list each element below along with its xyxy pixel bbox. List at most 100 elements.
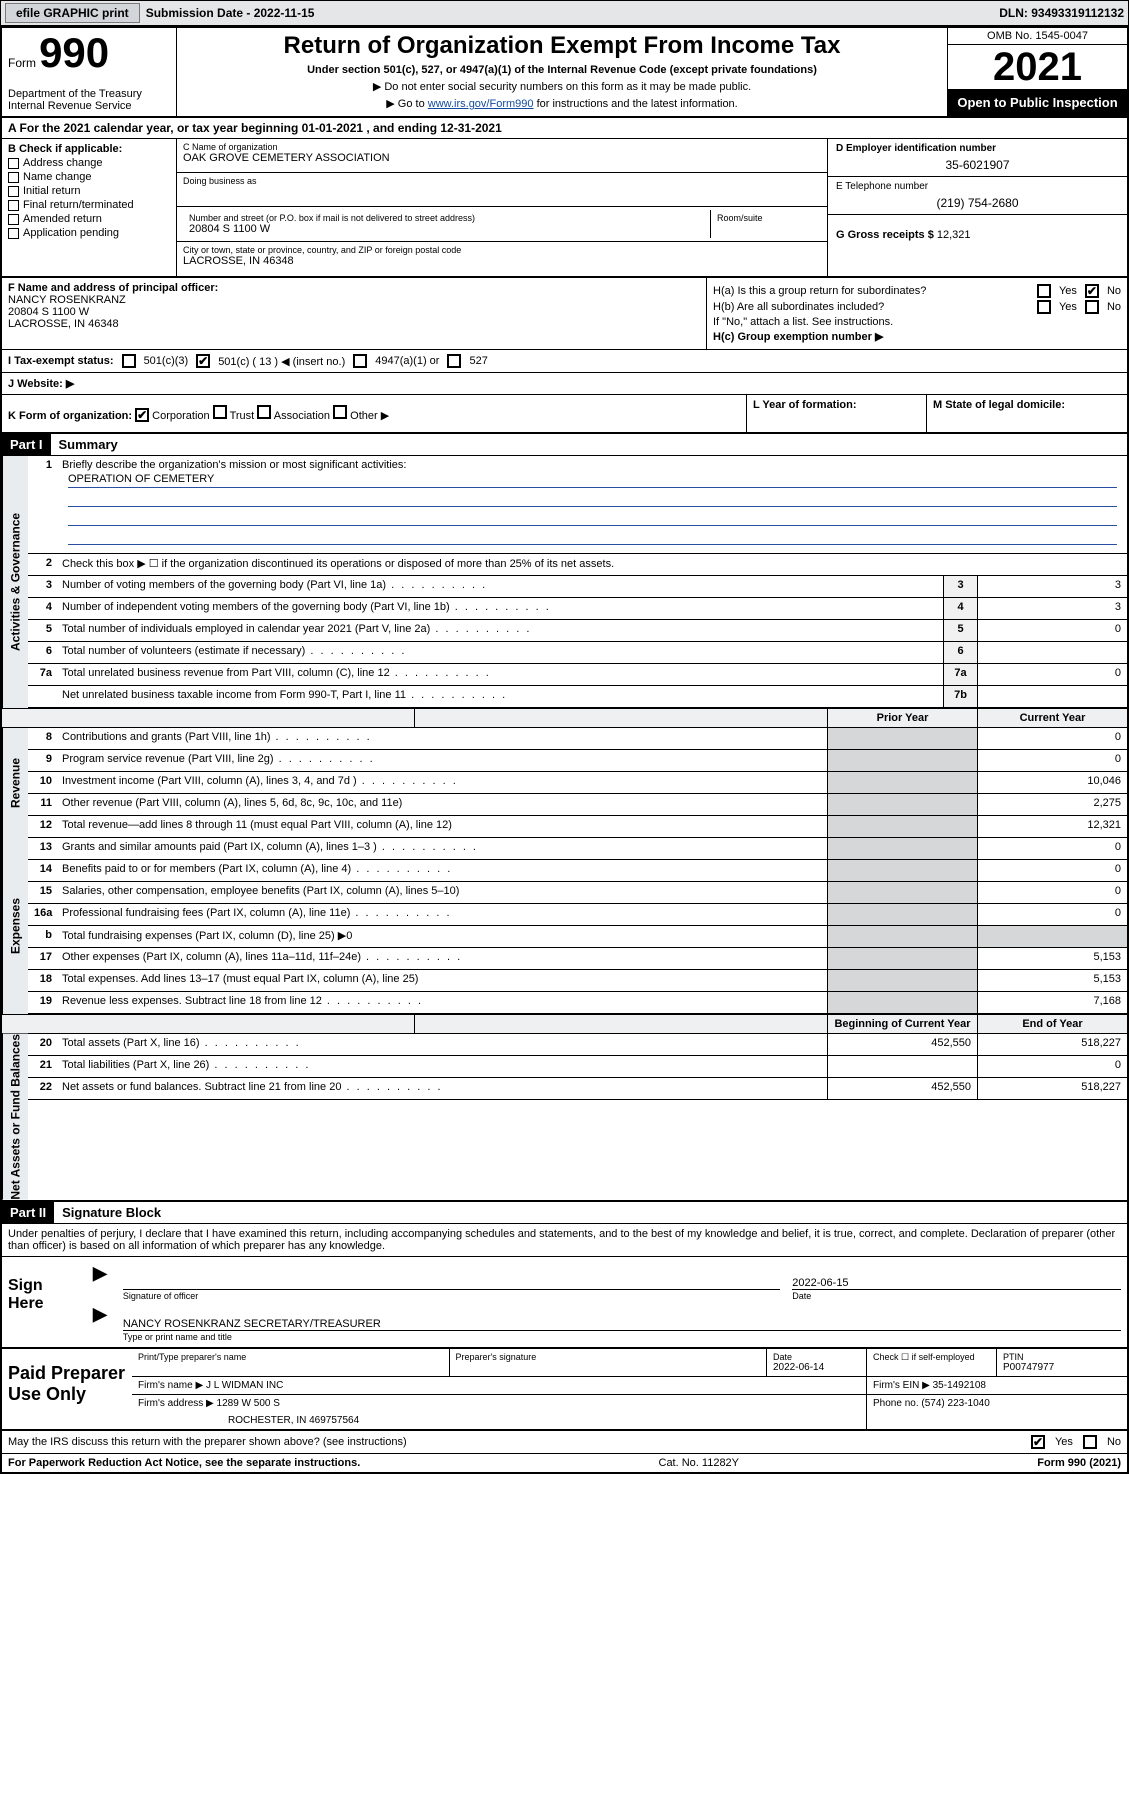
mission-text: OPERATION OF CEMETERY: [68, 473, 1117, 488]
cv9: 0: [977, 750, 1127, 771]
side-label-net-assets: Net Assets or Fund Balances: [2, 1034, 28, 1200]
chk-4947[interactable]: [353, 354, 367, 368]
row-k-l-m: K Form of organization: ✔ Corporation Tr…: [2, 395, 1127, 434]
firm-addr2: ROCHESTER, IN 469757564: [138, 1409, 860, 1426]
q12: Total revenue—add lines 8 through 11 (mu…: [58, 816, 827, 837]
q20: Total assets (Part X, line 16): [58, 1034, 827, 1055]
chk-trust[interactable]: [213, 405, 227, 419]
discuss-text: May the IRS discuss this return with the…: [8, 1436, 407, 1448]
officer-addr1: 20804 S 1100 W: [8, 306, 700, 318]
v6: [977, 642, 1127, 663]
hb-label: H(b) Are all subordinates included?: [713, 301, 884, 313]
checkbox-address-change[interactable]: [8, 158, 19, 169]
q7a-text: Total unrelated business revenue from Pa…: [58, 664, 943, 685]
hb-no-checkbox[interactable]: [1085, 300, 1099, 314]
checkbox-app-pending[interactable]: [8, 228, 19, 239]
pv20: 452,550: [827, 1034, 977, 1055]
chk-501c[interactable]: ✔: [196, 354, 210, 368]
preparer-name-label: Print/Type preparer's name: [138, 1352, 443, 1362]
form-subtitle: Under section 501(c), 527, or 4947(a)(1)…: [185, 64, 939, 76]
entity-block: B Check if applicable: Address change Na…: [2, 139, 1127, 278]
q11: Other revenue (Part VIII, column (A), li…: [58, 794, 827, 815]
q3-text: Number of voting members of the governin…: [58, 576, 943, 597]
col-beginning: Beginning of Current Year: [827, 1015, 977, 1033]
checkbox-name-change[interactable]: [8, 172, 19, 183]
type-name-caption: Type or print name and title: [123, 1332, 232, 1342]
officer-name: NANCY ROSENKRANZ: [8, 294, 700, 306]
preparer-sig-label: Preparer's signature: [456, 1352, 761, 1362]
irs-link[interactable]: www.irs.gov/Form990: [428, 98, 534, 110]
chk-501c3[interactable]: [122, 354, 136, 368]
chk-other[interactable]: [333, 405, 347, 419]
cv10: 10,046: [977, 772, 1127, 793]
sig-date-value: 2022-06-15: [792, 1277, 848, 1289]
ptin-label: PTIN: [1003, 1352, 1121, 1362]
lbl-trust: Trust: [230, 410, 255, 422]
sig-date-caption: Date: [792, 1291, 811, 1301]
lbl-final-return: Final return/terminated: [23, 199, 134, 211]
q10: Investment income (Part VIII, column (A)…: [58, 772, 827, 793]
discuss-yes-checkbox[interactable]: ✔: [1031, 1435, 1045, 1449]
lbl-corp: Corporation: [152, 410, 209, 422]
row-a-text: A For the 2021 calendar year, or tax yea…: [8, 121, 502, 135]
q9: Program service revenue (Part VIII, line…: [58, 750, 827, 771]
form-note-link: ▶ Go to www.irs.gov/Form990 for instruct…: [185, 97, 939, 110]
firm-addr-label: Firm's address ▶: [138, 1398, 214, 1409]
v7b: [977, 686, 1127, 707]
lbl-other: Other ▶: [350, 410, 389, 422]
form-title-block: Return of Organization Exempt From Incom…: [177, 28, 947, 116]
lbl-527: 527: [469, 355, 487, 367]
ha-no-checkbox[interactable]: ✔: [1085, 284, 1099, 298]
row-j-website: J Website: ▶: [2, 373, 1127, 395]
street-value: 20804 S 1100 W: [189, 223, 704, 235]
firm-ein: 35-1492108: [933, 1380, 986, 1391]
ha-yes-checkbox[interactable]: [1037, 284, 1051, 298]
cv15: 0: [977, 882, 1127, 903]
chk-association[interactable]: [257, 405, 271, 419]
part-i-badge: Part I: [2, 434, 51, 455]
website-label: J Website: ▶: [8, 377, 74, 390]
top-bar: efile GRAPHIC print Submission Date - 20…: [0, 0, 1129, 26]
checkbox-amended[interactable]: [8, 214, 19, 225]
hb-yes-checkbox[interactable]: [1037, 300, 1051, 314]
q2-text: Check this box ▶ ☐ if the organization d…: [58, 554, 1127, 575]
gross-receipts-label: G Gross receipts $: [836, 229, 934, 241]
firm-phone: (574) 223-1040: [921, 1398, 989, 1409]
section-activities-governance: Activities & Governance 1 Briefly descri…: [2, 456, 1127, 708]
checkbox-final-return[interactable]: [8, 200, 19, 211]
chk-corporation[interactable]: ✔: [135, 408, 149, 422]
firm-phone-label: Phone no.: [873, 1398, 919, 1409]
lbl-4947: 4947(a)(1) or: [375, 355, 439, 367]
ha-no-label: No: [1107, 285, 1121, 297]
preparer-date-label: Date: [773, 1352, 860, 1362]
row-k-label: K Form of organization:: [8, 410, 132, 422]
q5-text: Total number of individuals employed in …: [58, 620, 943, 641]
lbl-name-change: Name change: [23, 171, 92, 183]
lbl-501c3: 501(c)(3): [144, 355, 189, 367]
form-word: Form: [8, 56, 36, 70]
form-note-ssn: ▶ Do not enter social security numbers o…: [185, 80, 939, 93]
q6-text: Total number of volunteers (estimate if …: [58, 642, 943, 663]
q1-label: Briefly describe the organization's miss…: [62, 459, 406, 471]
note2-suffix: for instructions and the latest informat…: [534, 98, 738, 110]
q16b: Total fundraising expenses (Part IX, col…: [58, 926, 827, 947]
q22: Net assets or fund balances. Subtract li…: [58, 1078, 827, 1099]
tax-year: 2021: [948, 45, 1127, 89]
q15: Salaries, other compensation, employee b…: [58, 882, 827, 903]
arrow-icon: ▶: [93, 1263, 107, 1290]
lbl-501c: 501(c) ( 13 ) ◀ (insert no.): [218, 355, 345, 368]
footer-left: For Paperwork Reduction Act Notice, see …: [8, 1457, 360, 1469]
preparer-date: 2022-06-14: [773, 1362, 860, 1373]
discuss-row: May the IRS discuss this return with the…: [2, 1431, 1127, 1454]
checkbox-initial-return[interactable]: [8, 186, 19, 197]
q21: Total liabilities (Part X, line 26): [58, 1056, 827, 1077]
discuss-no-checkbox[interactable]: [1083, 1435, 1097, 1449]
chk-527[interactable]: [447, 354, 461, 368]
submission-date-box: Submission Date - 2022-11-15: [146, 6, 315, 20]
part-ii-title: Signature Block: [54, 1202, 169, 1223]
form-container: Form 990 Department of the Treasury Inte…: [0, 26, 1129, 1474]
city-value: LACROSSE, IN 46348: [183, 255, 821, 267]
efile-button[interactable]: efile GRAPHIC print: [5, 3, 140, 23]
form-number-block: Form 990 Department of the Treasury Inte…: [2, 28, 177, 116]
q13: Grants and similar amounts paid (Part IX…: [58, 838, 827, 859]
